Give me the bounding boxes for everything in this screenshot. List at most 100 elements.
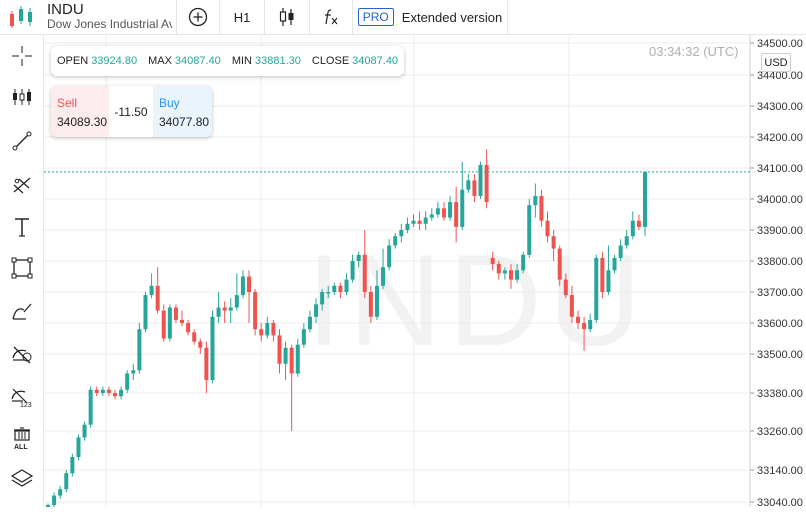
candle-body <box>167 307 172 339</box>
y-tick-label: 34300.00 <box>757 101 803 113</box>
top-toolbar: INDU Dow Jones Industrial Average H1 PRO… <box>0 0 806 35</box>
close-label: CLOSE <box>311 55 350 67</box>
y-tick-label: 33700.00 <box>757 287 803 299</box>
y-tick-label: 33140.00 <box>757 465 803 477</box>
trade-panel: Sell 34089.30 -11.50 Buy 34077.80 <box>51 86 212 137</box>
candle-body <box>569 295 574 317</box>
sell-button[interactable]: Sell 34089.30 <box>51 86 109 137</box>
candle-body <box>643 171 647 227</box>
delete-all-icon: ALL <box>13 427 30 451</box>
price-chart[interactable]: INDU 34500.00 34400.00 34300.00 34200.00 3410… <box>44 35 806 512</box>
candle-body <box>545 220 550 237</box>
candle-body <box>295 344 300 374</box>
candle-body <box>374 285 379 317</box>
candle-body <box>490 257 495 265</box>
candle-body <box>417 220 422 224</box>
measure-tool[interactable]: 123 <box>0 377 43 417</box>
candle-body <box>563 279 568 296</box>
indicators-button[interactable] <box>310 0 352 34</box>
candle-body <box>283 347 288 364</box>
delete-all-tool[interactable]: ALL <box>0 419 43 459</box>
min-label: MIN <box>231 55 252 67</box>
candle-body <box>362 254 367 292</box>
y-tick-label: 34400.00 <box>757 70 803 82</box>
price-range-tool[interactable] <box>0 77 43 117</box>
candle-body <box>82 424 87 438</box>
candle-body <box>143 295 148 330</box>
y-tick-label: 33260.00 <box>757 426 803 438</box>
divider <box>219 0 220 34</box>
buy-label: Buy <box>159 96 180 110</box>
candlestick-icon <box>279 8 294 26</box>
candle-body <box>161 310 166 339</box>
candle-body <box>423 217 428 224</box>
chart-type-button[interactable] <box>265 0 309 34</box>
y-tick-label: 33800.00 <box>757 256 803 268</box>
candle-body <box>228 307 233 311</box>
spread-value: -11.50 <box>114 104 148 119</box>
extended-version-label: Extended version <box>401 9 503 25</box>
candle-body <box>588 319 593 330</box>
add-symbol-button[interactable] <box>177 0 219 34</box>
open-value: 33924.80 <box>91 55 138 67</box>
candle-body <box>137 329 142 371</box>
candle-body <box>259 329 264 336</box>
candle-body <box>64 473 69 490</box>
candle-body <box>70 457 75 474</box>
crosshair-tool[interactable] <box>0 36 43 76</box>
candle-body <box>454 202 459 227</box>
symbol-ticker[interactable]: INDU <box>47 1 84 18</box>
symbol-name[interactable]: Dow Jones Industrial Average <box>47 17 172 31</box>
measure-icon: 123 <box>10 388 31 408</box>
candle-body <box>204 347 209 380</box>
candle-body <box>405 223 410 230</box>
candle-body <box>216 307 221 317</box>
extended-version-button[interactable]: PRO Extended version <box>353 0 507 34</box>
candle-body <box>234 295 239 308</box>
rectangle-icon <box>11 257 32 279</box>
candle-body <box>326 292 331 294</box>
sell-label: Sell <box>57 96 78 110</box>
candle-body <box>381 267 386 286</box>
y-tick-label: 33900.00 <box>757 225 803 237</box>
open-label: OPEN <box>57 55 89 67</box>
y-tick-label: 33600.00 <box>757 318 803 330</box>
candle-body <box>240 276 245 296</box>
y-tick-label: 34200.00 <box>757 132 803 144</box>
layers-tool[interactable] <box>0 459 43 499</box>
watermark-text: INDU <box>306 227 648 373</box>
candle-body <box>612 257 617 271</box>
divider <box>309 0 310 34</box>
chart-area[interactable]: INDU 34500.00 34400.00 34300.00 34200.00 3410… <box>44 35 806 512</box>
candle-body <box>58 489 63 496</box>
candle-body <box>301 329 306 345</box>
timeframe-button[interactable]: H1 <box>233 9 251 25</box>
candle-body <box>484 164 489 203</box>
divider <box>176 0 177 34</box>
fork-tool[interactable] <box>0 164 43 204</box>
text-tool[interactable] <box>0 207 43 247</box>
drawing-tools-sidebar: 123 ALL <box>0 35 44 507</box>
trend-line-tool[interactable] <box>0 121 43 161</box>
candle-body <box>393 236 398 246</box>
candle-body <box>582 323 587 330</box>
brush-tool[interactable] <box>0 291 43 331</box>
candle-body <box>575 316 580 323</box>
sell-price: 34089.30 <box>57 115 108 129</box>
price-range-icon <box>12 89 31 105</box>
currency-button[interactable]: USD <box>761 53 791 72</box>
candle-body <box>606 270 611 292</box>
candle-body <box>52 495 57 506</box>
candle-body <box>149 285 154 296</box>
hide-drawings-tool[interactable] <box>0 334 43 374</box>
candle-body <box>125 373 130 390</box>
candle-body <box>289 347 294 374</box>
candle-body <box>344 279 349 292</box>
layers-icon <box>10 469 33 487</box>
candle-body <box>466 180 471 190</box>
min-value: 33881.30 <box>254 55 301 67</box>
candle-body <box>338 285 343 292</box>
candle-body <box>411 220 416 224</box>
rectangle-tool[interactable] <box>0 248 43 288</box>
buy-button[interactable]: Buy 34077.80 <box>153 86 212 137</box>
